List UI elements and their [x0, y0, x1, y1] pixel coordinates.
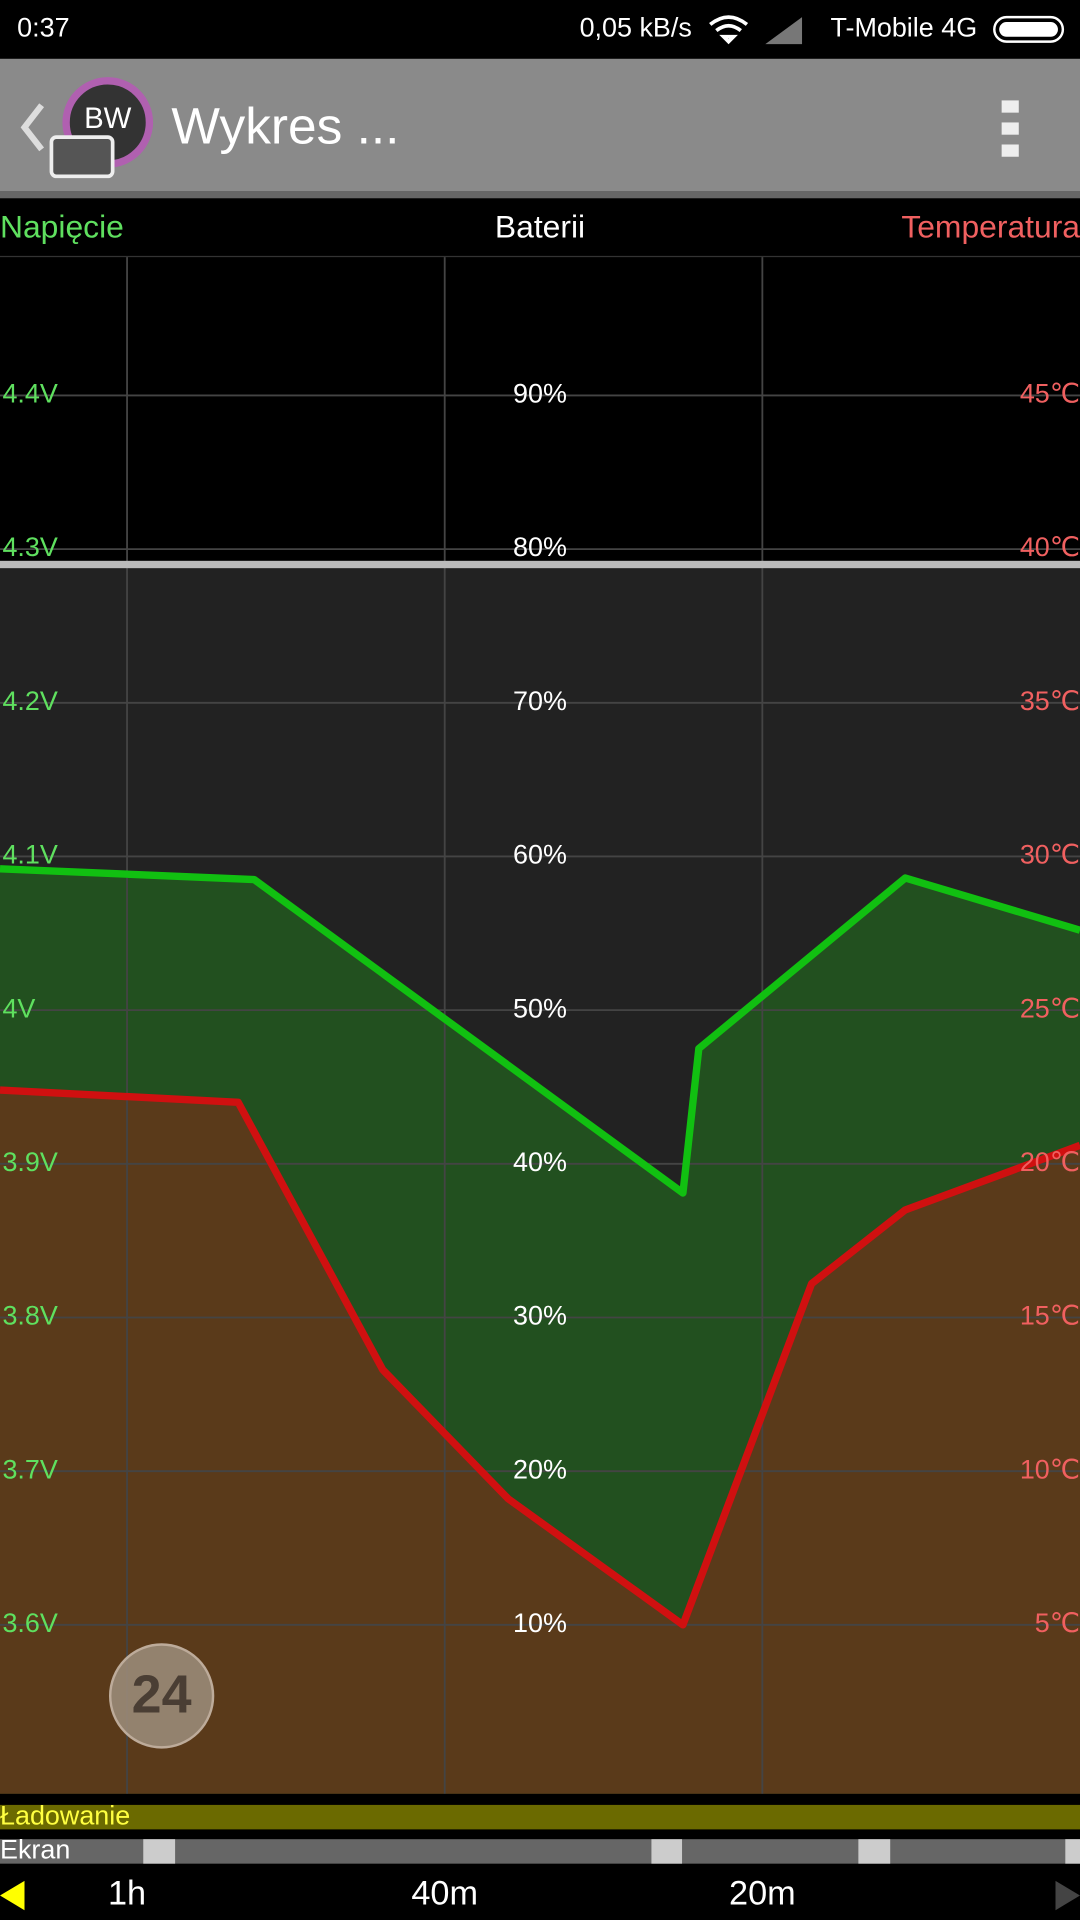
y-tick-label: 3.9V [2, 1147, 57, 1177]
header-row [0, 198, 1080, 258]
app-bar-shadow [0, 191, 1080, 199]
wifi-icon [709, 15, 749, 45]
axis-title-left: Napięcie [0, 208, 124, 244]
y-tick-label: 3.8V [2, 1301, 57, 1331]
y-tick-label: 4V [2, 993, 35, 1023]
series-area [0, 1090, 1080, 1794]
y2-tick-label: 45℃ [1020, 379, 1080, 409]
y-tick-label: 4.2V [2, 686, 57, 716]
y-tick-label: 3.7V [2, 1454, 57, 1484]
status-speed: 0,05 kB/s [580, 12, 692, 42]
axis-title-right: Temperatura [901, 208, 1080, 244]
y-tick-label: 4.4V [2, 379, 57, 409]
x-tick-label: 1h [108, 1875, 146, 1913]
back-button[interactable] [20, 103, 45, 152]
y2-tick-label: 35℃ [1020, 686, 1080, 716]
plot-top [0, 257, 1080, 564]
level-line [0, 560, 1080, 569]
y2-tick-label: 10℃ [1020, 1454, 1080, 1484]
screen-label: Ekran [0, 1835, 70, 1865]
y3-tick-label: 20% [513, 1454, 567, 1484]
app-bar [0, 58, 1080, 196]
y-tick-label: 3.6V [2, 1608, 57, 1638]
battery-level [999, 22, 1058, 37]
y-tick-label: 4.1V [2, 840, 57, 870]
y3-tick-label: 70% [513, 686, 567, 716]
screen-track [0, 1839, 1080, 1864]
nav-next[interactable] [1055, 1880, 1080, 1911]
charging-label: Ładowanie [0, 1800, 130, 1830]
charging-track [0, 1804, 1080, 1830]
y3-tick-label: 40% [513, 1147, 567, 1177]
y2-tick-label: 30℃ [1020, 840, 1080, 870]
app-title: Wykres ... [171, 96, 399, 154]
badge-text: 24 [132, 1665, 192, 1725]
axis-title-center: Baterii [495, 208, 585, 244]
status-bar [0, 0, 1080, 59]
status-time: 0:37 [17, 12, 69, 42]
series-line [0, 865, 1080, 1197]
badge[interactable] [108, 1643, 215, 1749]
battery-icon [993, 15, 1065, 43]
screen-on-segments [143, 1839, 1080, 1864]
y2-tick-label: 5℃ [1035, 1608, 1080, 1638]
status-carrier: T-Mobile 4G [831, 12, 978, 42]
y3-tick-label: 90% [513, 379, 567, 409]
series-line [0, 1086, 1080, 1629]
app-icon-battery [49, 135, 115, 179]
y3-tick-label: 80% [513, 532, 567, 562]
y3-tick-label: 30% [513, 1301, 567, 1331]
y3-tick-label: 60% [513, 840, 567, 870]
y2-tick-label: 20℃ [1020, 1147, 1080, 1177]
x-tick-label: 20m [729, 1875, 796, 1913]
y3-tick-label: 50% [513, 993, 567, 1023]
y-tick-label: 4.3V [2, 532, 57, 562]
y3-tick-label: 10% [513, 1608, 567, 1638]
y2-tick-label: 25℃ [1020, 993, 1080, 1023]
nav-prev[interactable] [0, 1880, 25, 1911]
signal-icon [765, 17, 803, 45]
y2-tick-label: 15℃ [1020, 1301, 1080, 1331]
x-tick-label: 40m [411, 1875, 478, 1913]
app-icon-text: BW [84, 102, 132, 135]
menu-button[interactable] [1001, 100, 1019, 157]
y2-tick-label: 40℃ [1020, 532, 1080, 562]
